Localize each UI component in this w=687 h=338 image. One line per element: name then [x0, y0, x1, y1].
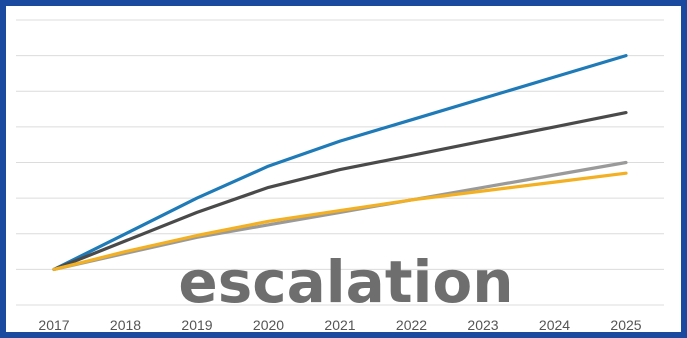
overlay-word: escalation: [178, 248, 513, 316]
series-line-1: [52, 53, 628, 271]
series-line-2: [52, 110, 628, 271]
x-tick-label: 2022: [396, 317, 427, 333]
x-tick-label: 2023: [467, 317, 498, 333]
x-tick-label: 2019: [181, 317, 212, 333]
x-tick-label: 2024: [539, 317, 570, 333]
series-line-4: [52, 171, 628, 271]
x-axis-tick-labels: 2017 2018 2019 2020 2021 2022 2023 2024 2025: [38, 317, 641, 333]
x-tick-label: 2017: [38, 317, 69, 333]
x-tick-label: 2020: [253, 317, 284, 333]
x-tick-label: 2025: [610, 317, 641, 333]
x-tick-label: 2021: [324, 317, 355, 333]
series-lines: [52, 53, 628, 271]
x-tick-label: 2018: [110, 317, 141, 333]
series-line-3: [52, 160, 628, 271]
